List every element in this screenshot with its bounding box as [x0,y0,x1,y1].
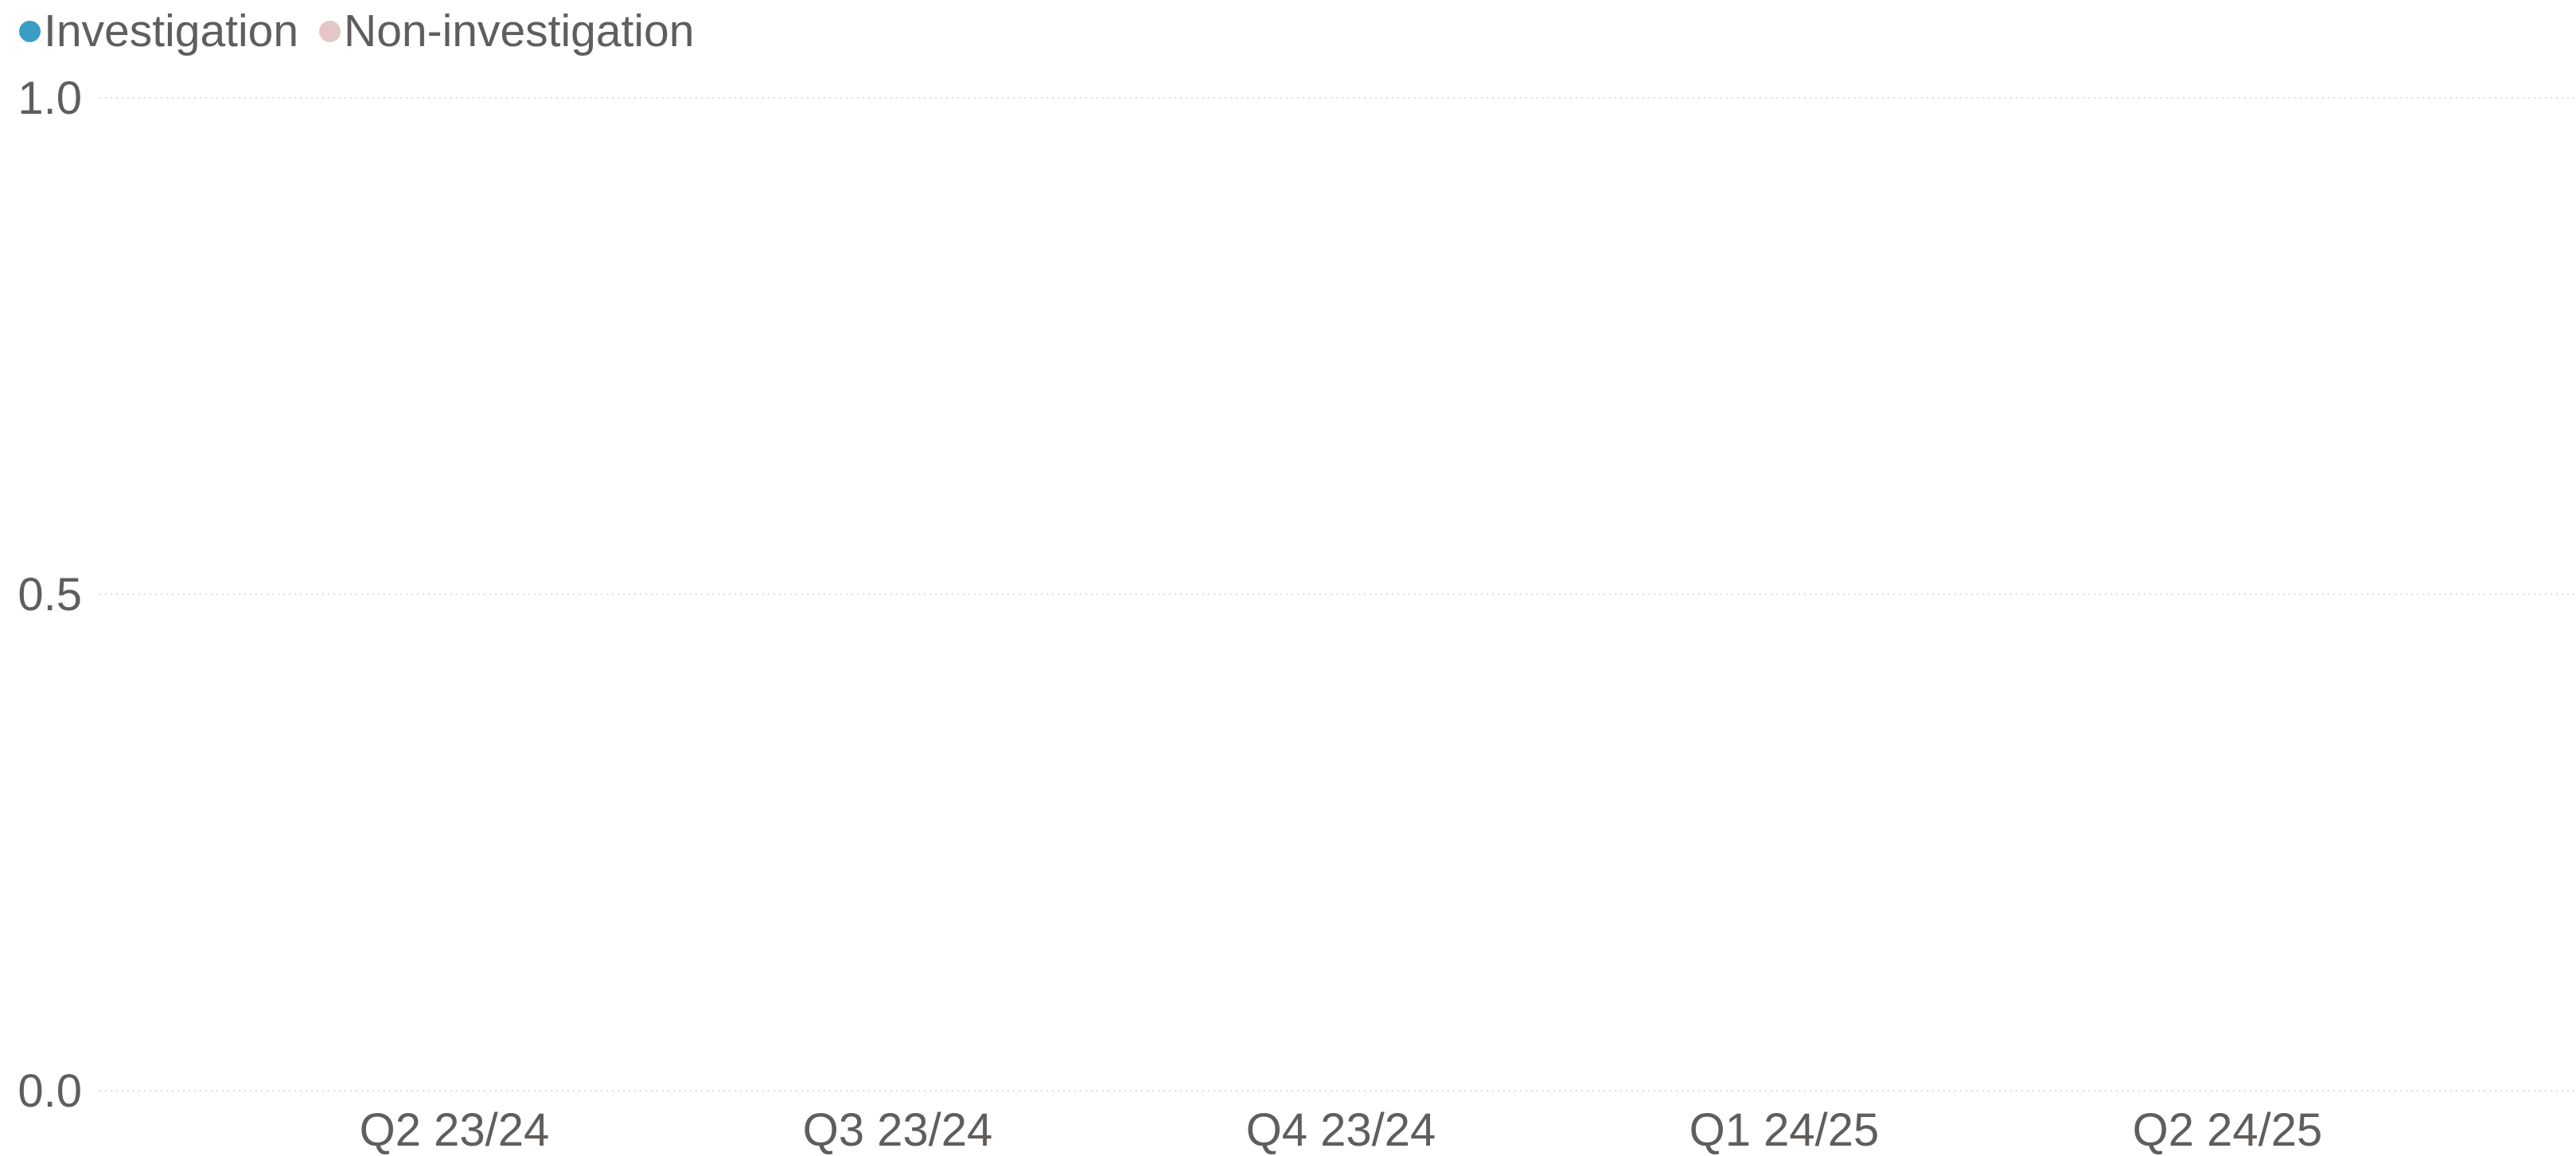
x-tick-label: Q2 23/24 [360,1104,550,1156]
y-tick-label: 0.0 [18,1065,82,1117]
y-tick-label: 0.5 [18,569,82,621]
x-tick-label: Q1 24/25 [1689,1104,1880,1156]
x-tick-label: Q4 23/24 [1246,1104,1436,1156]
gridlines [99,98,2576,1091]
x-axis: Q2 23/24 Q3 23/24 Q4 23/24 Q1 24/25 Q2 24/25 [360,1104,2323,1156]
x-tick-label: Q2 24/25 [2133,1104,2323,1156]
x-tick-label: Q3 23/24 [803,1104,993,1156]
y-axis: 0.0 0.5 1.0 [18,72,82,1117]
y-tick-label: 1.0 [18,72,82,124]
